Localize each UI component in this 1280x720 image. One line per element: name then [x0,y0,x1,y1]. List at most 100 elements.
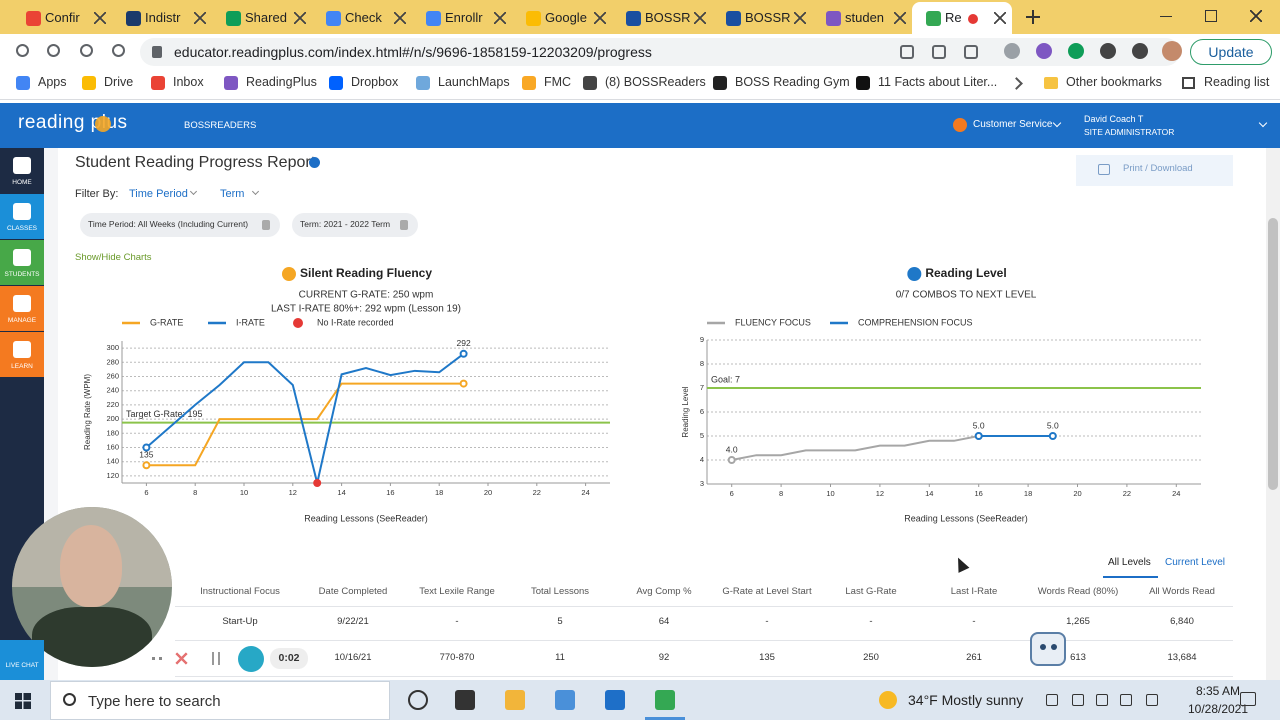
chat-bot-icon[interactable] [1030,632,1066,666]
bookmark[interactable]: Dropbox [351,75,399,89]
tray-icon[interactable] [1096,694,1108,706]
browser-tab[interactable]: BOSSR [612,2,712,34]
menu-button[interactable] [152,657,162,660]
nav-button[interactable] [47,44,60,57]
nav-button[interactable] [80,44,93,57]
tray-icon[interactable] [1146,694,1158,706]
print-download[interactable]: Print / Download [1076,155,1233,186]
tab-close[interactable] [894,12,906,24]
table-header: Last I-Rate [950,586,998,597]
extension-icon[interactable] [1132,43,1148,59]
bookmark[interactable]: FMC [544,75,572,89]
sidebar-item[interactable]: HOME [0,148,44,193]
bookmark[interactable]: (8) BOSSReaders [605,75,706,89]
tab-close[interactable] [794,12,806,24]
browser-tab[interactable]: Indistr [112,2,212,34]
clock-date: 10/28/2021 [1187,702,1249,716]
tray-icon[interactable] [1046,694,1058,706]
nav-button[interactable] [112,44,125,57]
window-control[interactable] [1160,10,1172,17]
cancel-button[interactable] [174,651,189,666]
extension-icon[interactable] [1036,43,1052,59]
sidebar-item[interactable]: LEARN [0,332,44,377]
tab-close[interactable] [994,12,1006,24]
tab-favicon [626,11,641,26]
finish-button[interactable] [238,646,264,672]
chart-subtitle: 0/7 COMBOS TO NEXT LEVEL [896,290,1037,301]
sidebar-item[interactable]: MANAGE [0,286,44,331]
sidebar-item[interactable]: STUDENTS [0,240,44,285]
taskbar-app[interactable] [455,690,475,710]
filter-chip[interactable]: Time Period: All Weeks (Including Curren… [80,213,280,237]
nav-button[interactable] [16,44,29,57]
table-cell: 6,840 [1170,616,1194,627]
extension-icon[interactable] [1004,43,1020,59]
bookmark[interactable]: Reading list [1204,75,1270,89]
extension-icon[interactable] [1068,43,1084,59]
browser-tab[interactable]: Confir [12,2,112,34]
bookmark[interactable]: 11 Facts about Liter... [878,75,998,89]
tab-close[interactable] [494,12,506,24]
taskbar-app[interactable] [655,690,675,710]
legend-label: G-RATE [150,317,183,327]
browser-tab[interactable]: BOSSR [712,2,812,34]
extension-icon[interactable] [1100,43,1116,59]
sidebar-item[interactable]: CLASSES [0,194,44,239]
bookmark[interactable]: Other bookmarks [1066,75,1162,89]
webcam [12,507,172,667]
update-button[interactable]: Update [1190,39,1272,65]
browser-tab[interactable]: Re [912,2,1012,34]
value-label: 5.0 [973,420,985,430]
taskbar-app[interactable] [505,690,525,710]
start-button[interactable] [15,693,31,709]
notification-icon[interactable] [1240,692,1256,706]
tab-close[interactable] [194,12,206,24]
tab-close[interactable] [294,12,306,24]
browser-tab[interactable]: Enrollr [412,2,512,34]
window-control[interactable] [1250,10,1262,22]
tab-close[interactable] [594,12,606,24]
sidebar-item[interactable] [0,640,44,680]
window-control[interactable] [1205,10,1217,22]
table-tab[interactable]: Current Level [1165,557,1226,568]
filter-chip[interactable]: Term: 2021 - 2022 Term [292,213,418,237]
point-marker [974,432,983,440]
bookmark[interactable]: Drive [104,75,134,89]
table-header: G-Rate at Level Start [722,586,812,597]
tab-close[interactable] [394,12,406,24]
search-box[interactable]: Type here to search [50,681,390,720]
tab-close[interactable] [94,12,106,24]
browser-tab[interactable]: Shared [212,2,312,34]
filter-dropdown[interactable]: Term [220,188,245,200]
tab-favicon [126,11,141,26]
tray-icon[interactable] [1120,694,1132,706]
point-marker [142,443,151,452]
filter-label: Filter By: [75,188,119,200]
bookmark[interactable]: LaunchMaps [438,75,510,89]
print-text: Print / Download [1123,163,1193,174]
bookmark[interactable]: BOSS Reading Gym [735,75,850,89]
filter-dropdown[interactable]: Time Period [129,188,188,200]
sidebar-label: MANAGE [7,317,37,324]
pause-button[interactable] [212,652,220,665]
bookmark[interactable]: Inbox [173,75,204,89]
lock-icon [400,220,408,230]
show-hide-charts[interactable]: Show/Hide Charts [75,252,152,263]
browser-tab[interactable]: studen [812,2,912,34]
table-tab[interactable]: All Levels [1108,557,1151,568]
browser-tab[interactable]: Check [312,2,412,34]
new-tab[interactable] [1026,10,1040,24]
chart-icon [907,267,922,281]
tab-close[interactable] [694,12,706,24]
bookmark[interactable]: ReadingPlus [246,75,317,89]
weather[interactable]: 34°F Mostly sunny [908,692,1024,708]
x-tick-label: 18 [1024,489,1032,498]
taskbar-app[interactable] [408,690,428,710]
bookmark[interactable]: Apps [38,75,67,89]
person-shirt [32,607,152,667]
taskbar-app[interactable] [605,690,625,710]
tray-icon[interactable] [1072,694,1084,706]
customer-service[interactable]: Customer Service [973,119,1053,130]
browser-tab[interactable]: Google [512,2,612,34]
taskbar-app[interactable] [555,690,575,710]
